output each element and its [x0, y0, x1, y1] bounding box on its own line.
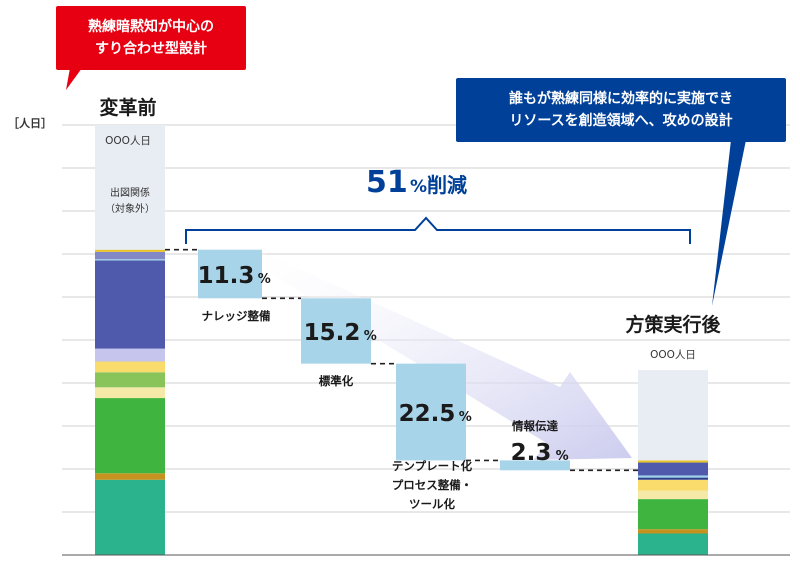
step-value-2: 15.2	[304, 320, 361, 346]
callout-before-line-1: 熟練暗黙知が中心の	[88, 19, 214, 35]
before-bar-seg-teal	[95, 479, 165, 555]
after-bar-seg-navy	[638, 462, 708, 476]
step-unit-2: %	[364, 329, 377, 344]
before-total: OOO人日	[105, 135, 151, 147]
step-value-1: 11.3	[198, 263, 255, 289]
before-bar-seg-pale-yellow	[95, 387, 165, 399]
reduction-unit: %	[410, 177, 427, 197]
callout-after-line-1: 誰もが熟練同様に効率的に実施でき	[509, 91, 733, 107]
after-bar-seg-orange	[638, 529, 708, 534]
callout-after: 誰もが熟練同様に効率的に実施でき リソースを創造領域へ、攻めの設計	[456, 78, 786, 142]
step-bar-1	[198, 249, 262, 299]
step-label-3: テンプレート化	[392, 459, 473, 473]
step-label-3: ツール化	[409, 497, 455, 511]
after-bar-seg-pale-yellow	[638, 490, 708, 500]
before-bar-seg-periwinkle	[95, 251, 165, 260]
out-of-scope-label: 出図関係	[110, 186, 150, 199]
after-bar-seg-green	[638, 499, 708, 530]
after-bar-seg-yellow	[638, 479, 708, 491]
reduction-suffix: 削減	[427, 173, 467, 197]
after-bar-seg-navy-line	[638, 477, 708, 480]
before-bar-seg-light-green	[95, 372, 165, 388]
after-bar-seg-gold	[638, 460, 708, 463]
step-bar-3	[396, 363, 466, 461]
step-value-4: 2.3	[511, 440, 552, 466]
callout-before-line-2: すり合わせ型設計	[95, 41, 207, 57]
step-bar-4	[500, 460, 570, 471]
before-bar-seg-out-of-scope	[95, 125, 165, 250]
before-bar-seg-navy	[95, 260, 165, 349]
callout-before-pointer	[66, 68, 82, 90]
before-bar-seg-gold	[95, 249, 165, 252]
out-of-scope-label: （対象外）	[105, 202, 155, 215]
step-unit-4: %	[556, 449, 569, 464]
after-bar-seg-light-blue	[638, 475, 708, 478]
reduction-brace	[185, 216, 691, 244]
before-bar-seg-green	[95, 398, 165, 474]
callout-after-pointer	[712, 140, 746, 306]
callout-after-line-2: リソースを創造領域へ、攻めの設計	[509, 113, 733, 129]
step-unit-1: %	[258, 272, 271, 287]
step-bar-2	[301, 298, 371, 364]
before-bar-seg-light-blue	[95, 259, 165, 261]
step-label-4: 情報伝達	[511, 419, 558, 433]
after-bar-seg-out-of-scope	[638, 370, 708, 461]
before-bar-seg-orange	[95, 473, 165, 480]
before-title: 変革前	[99, 96, 156, 119]
after-bar-seg-teal	[638, 533, 708, 555]
y-axis-label: ［人日］	[8, 116, 52, 130]
reduction-value: 51	[366, 165, 408, 200]
before-bar-seg-lavender	[95, 348, 165, 362]
callout-before: 熟練暗黙知が中心の すり合わせ型設計	[56, 6, 246, 70]
step-unit-3: %	[459, 410, 472, 425]
after-title: 方策実行後	[625, 313, 721, 336]
step-label-1: ナレッジ整備	[202, 309, 271, 323]
after-total: OOO人日	[650, 349, 696, 361]
before-bar-seg-yellow	[95, 361, 165, 373]
step-label-3: プロセス整備・	[392, 478, 473, 492]
step-value-3: 22.5	[399, 401, 456, 427]
step-label-2: 標準化	[319, 374, 354, 388]
